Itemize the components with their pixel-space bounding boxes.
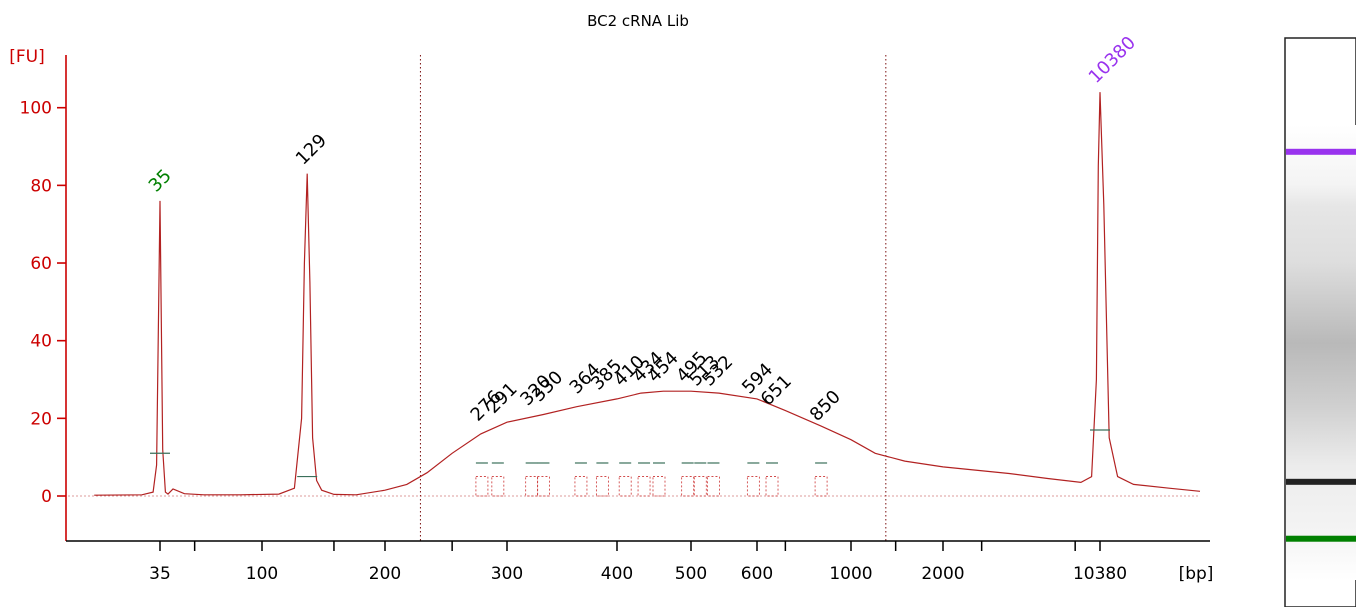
gel-lane xyxy=(1284,37,1356,608)
peak-region-box xyxy=(637,476,651,497)
y-tick-label: 100 xyxy=(20,99,52,119)
y-axis-label: [FU] xyxy=(9,47,45,67)
y-tick-label: 20 xyxy=(30,409,52,429)
peak-region-box xyxy=(765,476,779,497)
peak-region-box xyxy=(491,476,505,497)
x-tick-label: 10380 xyxy=(1073,564,1127,584)
peak-region-box xyxy=(814,476,828,497)
gel-band xyxy=(1286,478,1356,485)
axes-group: 0 20 40 60 80 100 35 100 200 300 400 500 600 1000 2000… xyxy=(20,55,1210,584)
peak-region-box xyxy=(652,476,666,497)
region-group xyxy=(419,55,887,541)
peak-region-box xyxy=(595,476,609,497)
x-tick-label: 200 xyxy=(369,564,401,584)
x-tick-label: 35 xyxy=(149,564,171,584)
peak-label: 129 xyxy=(292,130,331,169)
gel-band xyxy=(1286,535,1356,542)
trace-group xyxy=(68,92,1201,497)
peak-region-box xyxy=(537,476,550,497)
peak-region-box xyxy=(574,476,588,497)
peak-region-box xyxy=(525,476,539,497)
y-tick-label: 0 xyxy=(41,487,52,507)
x-tick-label: 600 xyxy=(741,564,773,584)
chart-title: BC2 cRNA Lib xyxy=(587,12,689,30)
peak-label-group: 3512910380276291320330364385410434454495… xyxy=(145,32,1140,425)
x-axis-label: [bp] xyxy=(1179,564,1214,584)
x-tick-label: 300 xyxy=(491,564,523,584)
x-tick-label: 400 xyxy=(601,564,633,584)
peak-region-box xyxy=(475,476,489,497)
gel-band xyxy=(1286,148,1356,155)
peak-region-box xyxy=(707,476,720,497)
y-tick-label: 80 xyxy=(30,176,52,196)
x-tick-label: 2000 xyxy=(921,564,964,584)
y-tick-label: 60 xyxy=(30,254,52,274)
electropherogram-trace xyxy=(94,92,1201,496)
peak-region-box xyxy=(693,476,707,497)
peak-label: 850 xyxy=(806,386,845,425)
x-tick-label: 1000 xyxy=(829,564,872,584)
peak-region-box xyxy=(618,476,632,497)
x-tick-label: 500 xyxy=(675,564,707,584)
peak-label: 10380 xyxy=(1085,32,1140,87)
x-tick-label: 100 xyxy=(246,564,278,584)
peak-label: 35 xyxy=(145,165,176,196)
peak-region-box xyxy=(681,476,695,497)
peak-region-box xyxy=(746,476,760,497)
y-tick-label: 40 xyxy=(30,332,52,352)
gel-lane-smear xyxy=(1286,125,1356,580)
